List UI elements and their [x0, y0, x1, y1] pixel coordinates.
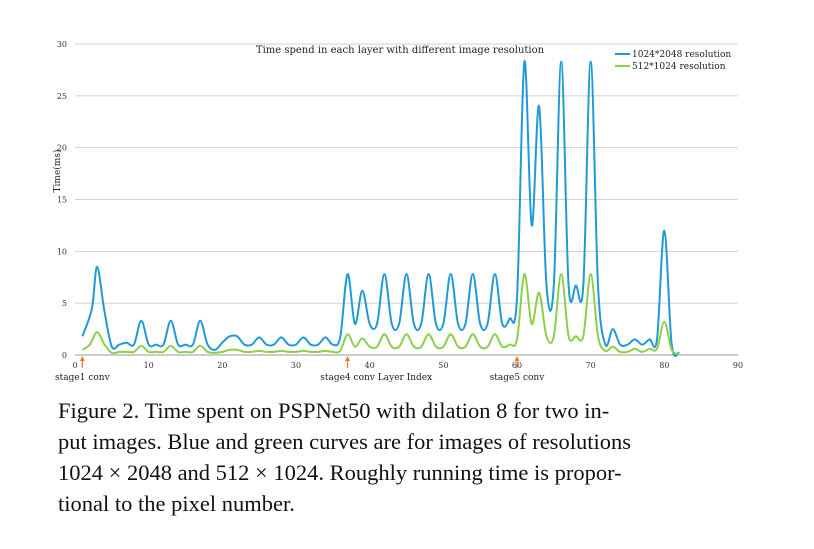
x-tick-40: 40: [365, 361, 375, 370]
legend-label-2: 512*1024 resolution: [632, 62, 726, 72]
caption-line-1: Figure 2. Time spent on PSPNet50 with di…: [58, 398, 610, 423]
y-tick-5: 5: [62, 299, 67, 308]
caption-line-4: tional to the pixel number.: [58, 491, 295, 516]
series-line-1: [81, 60, 681, 357]
x-tick-30: 30: [291, 361, 301, 370]
annotation-arrowhead-3: [514, 356, 520, 361]
chart-title: Time spend in each layer with different …: [256, 45, 545, 56]
caption-line-2: put images. Blue and green curves are fo…: [58, 429, 631, 454]
caption-line-3: 1024 × 2048 and 512 × 1024. Roughly runn…: [58, 460, 622, 485]
figure-caption: Figure 2. Time spent on PSPNet50 with di…: [58, 395, 758, 519]
y-tick-25: 25: [57, 92, 67, 101]
x-tick-20: 20: [217, 361, 227, 370]
annotation-arrowhead-2: [345, 356, 351, 361]
annotation-arrowhead-1: [79, 356, 85, 361]
y-axis-label: Time(ms): [52, 150, 63, 193]
x-axis-label: Layer Index: [378, 373, 432, 383]
gridlines: [75, 43, 738, 356]
y-tick-15: 15: [57, 196, 67, 205]
x-tick-50: 50: [438, 361, 448, 370]
x-tick-10: 10: [144, 361, 154, 370]
y-tick-20: 20: [57, 144, 67, 153]
x-tick-0: 0: [72, 361, 77, 370]
y-tick-10: 10: [57, 247, 67, 256]
y-tick-30: 30: [57, 40, 67, 49]
legend: 1024*2048 resolution 512*1024 resolution: [615, 50, 731, 72]
series-line-2: [81, 273, 680, 355]
annotations: stage1 conv stage4 conv stage5 conv: [55, 356, 545, 383]
x-tick-80: 80: [659, 361, 669, 370]
series-lines: [81, 60, 681, 357]
legend-label-1: 1024*2048 resolution: [632, 50, 731, 60]
x-tick-90: 90: [733, 361, 743, 370]
y-tick-0: 0: [62, 351, 67, 360]
x-tick-70: 70: [586, 361, 596, 370]
x-tick-labels: 0102030405060708090: [72, 361, 743, 370]
annotation-label-2: stage4 conv: [320, 373, 376, 383]
annotation-label-1: stage1 conv: [55, 373, 111, 383]
annotation-label-3: stage5 conv: [490, 373, 546, 383]
y-tick-labels: 0 5 10 15 20 25 30: [57, 40, 67, 360]
